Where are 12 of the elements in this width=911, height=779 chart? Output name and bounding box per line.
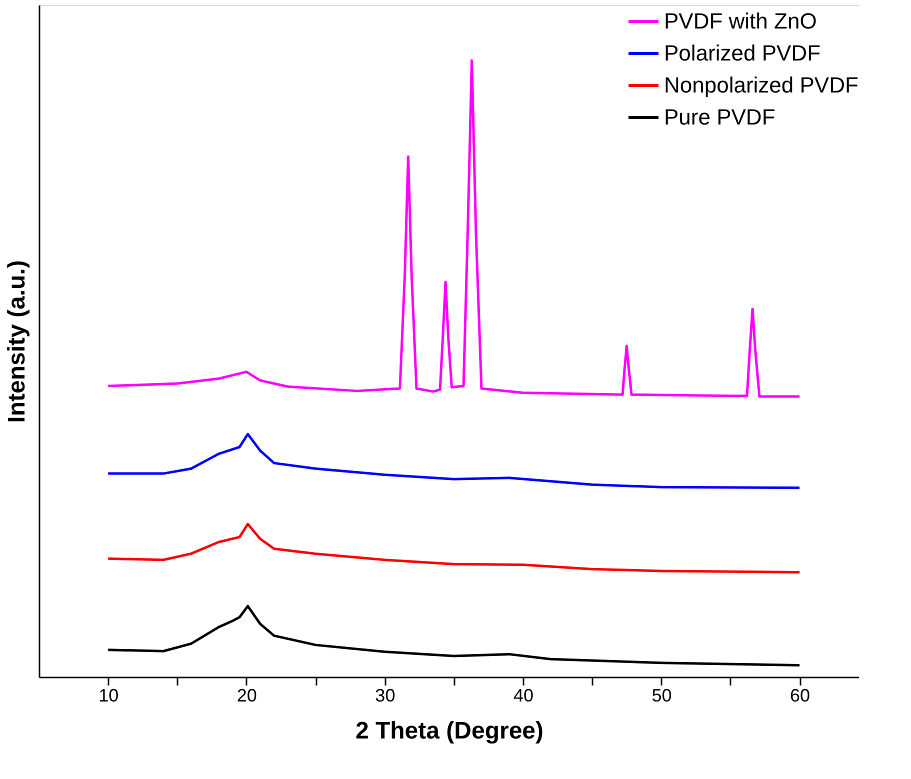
x-axis-title: 2 Theta (Degree) (355, 718, 544, 744)
legend-label: Nonpolarized PVDF (664, 72, 858, 98)
x-tick-label: 50 (652, 686, 672, 706)
x-tick-label: 40 (513, 686, 534, 706)
x-tick-label: 30 (375, 686, 396, 706)
x-tick-label: 60 (790, 686, 810, 706)
legend-label: Pure PVDF (664, 104, 776, 130)
y-axis-title: Intensity (a.u.) (4, 260, 30, 423)
x-tick-label: 10 (98, 686, 119, 706)
legend-label: Polarized PVDF (664, 40, 821, 66)
x-tick-label: 20 (236, 686, 257, 706)
legend-label: PVDF with ZnO (664, 8, 817, 34)
